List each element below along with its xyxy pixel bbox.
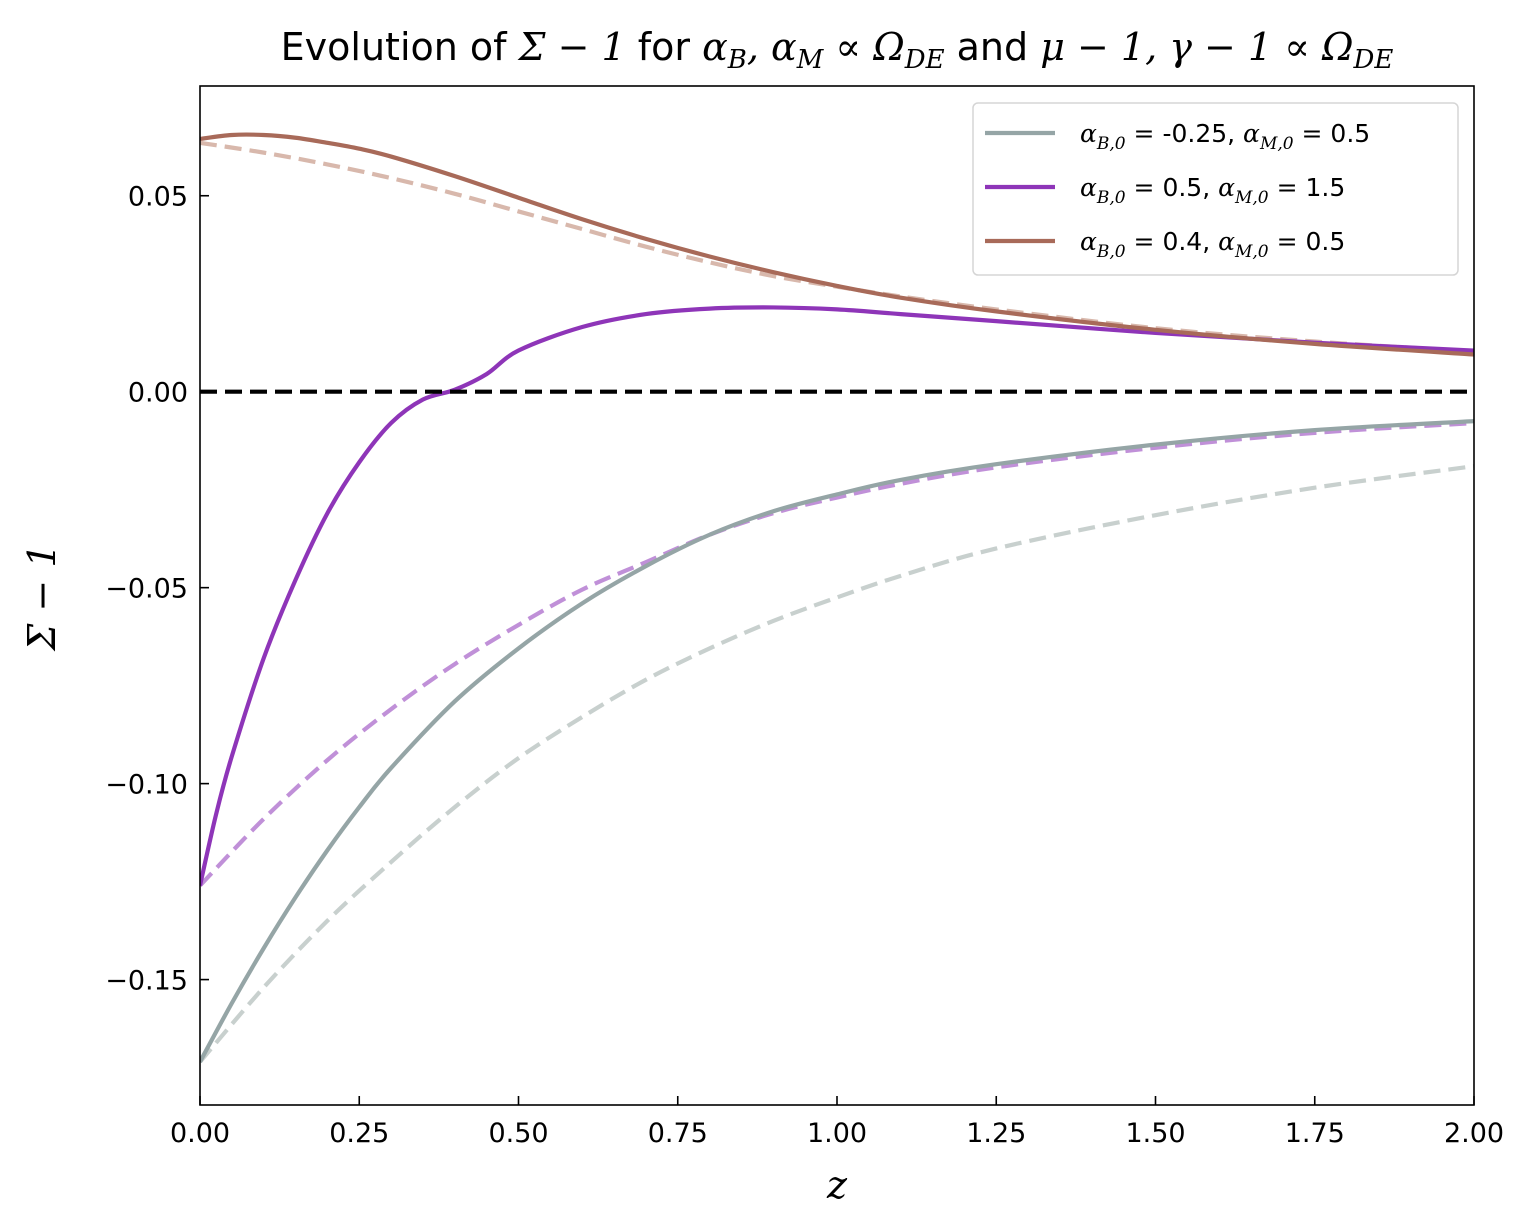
plot-lines <box>200 132 1474 1064</box>
x-tick-label: 0.00 <box>170 1118 230 1149</box>
legend-box <box>972 102 1459 276</box>
y-tick-label: 0.00 <box>128 378 188 409</box>
x-axis-label: z <box>826 1163 848 1207</box>
y-tick-label: −0.10 <box>105 770 188 801</box>
x-tick-label: 0.25 <box>329 1118 389 1149</box>
x-tick-label: 1.50 <box>1125 1118 1185 1149</box>
tick-layer: 0.00 0.25 0.50 0.75 1.00 1.25 1.50 1.75 2.00 0.05… <box>105 182 1504 1149</box>
series-line-6-dashed <box>200 140 1474 354</box>
x-tick-label: 1.75 <box>1285 1118 1345 1149</box>
chart-title: Evolution of Σ − 1 for αB, αM ∝ ΩDE and … <box>281 25 1394 75</box>
x-tick-label: 0.75 <box>648 1118 708 1149</box>
x-tick-label: 1.25 <box>966 1118 1026 1149</box>
series-line-4-dashed <box>200 464 1474 1064</box>
x-tick-label: 1.00 <box>807 1118 867 1149</box>
legend: αB,0 = -0.25, αM,0 = 0.5 αB,0 = 0.5, αM,0… <box>972 102 1459 276</box>
y-tick-label: 0.05 <box>128 182 188 213</box>
y-axis-label: Σ − 1 <box>20 543 64 652</box>
y-tick-label: −0.15 <box>105 966 188 997</box>
y-tick-label: −0.05 <box>105 574 188 605</box>
series-line-5-dashed <box>200 420 1474 887</box>
series-line-2 <box>200 305 1474 886</box>
legend-label-2: αB,0 = 0.5, αM,0 = 1.5 <box>1080 173 1345 208</box>
series-line-3 <box>200 132 1474 357</box>
legend-label-1: αB,0 = -0.25, αM,0 = 0.5 <box>1080 119 1370 154</box>
legend-label-3: αB,0 = 0.4, αM,0 = 0.5 <box>1080 227 1345 262</box>
x-tick-label: 0.50 <box>488 1118 548 1149</box>
x-tick-label: 2.00 <box>1444 1118 1504 1149</box>
series-line-1 <box>200 418 1474 1063</box>
